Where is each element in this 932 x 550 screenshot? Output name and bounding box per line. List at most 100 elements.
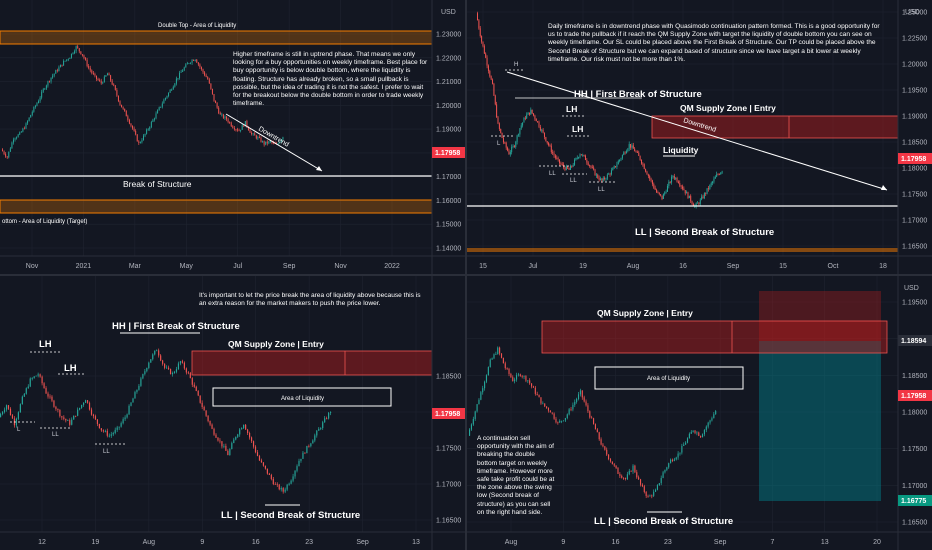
h1-chart-panel[interactable]: QM Supply Zone | Entry Area of Liquidity…: [467, 276, 932, 550]
daily-candle: [531, 109, 533, 114]
h4-candle: [167, 367, 170, 369]
h1-candle: [474, 411, 476, 419]
daily-qm-supply-label: QM Supply Zone | Entry: [680, 103, 776, 113]
daily-candle: [621, 154, 623, 159]
h4-candle: [199, 395, 201, 403]
h1-price-axis[interactable]: [898, 276, 932, 532]
daily-price-axis[interactable]: [898, 0, 932, 256]
daily-candle: [591, 167, 593, 169]
weekly-candle: [191, 60, 193, 63]
h1-chart-svg[interactable]: QM Supply Zone | Entry Area of Liquidity…: [467, 276, 932, 550]
weekly-candle: [8, 151, 10, 158]
daily-chart-panel[interactable]: H L LH LH LL LL LL HH | First Break of S…: [467, 0, 932, 274]
h1-candle: [664, 469, 666, 473]
x-tick-label: 2021: [76, 263, 92, 270]
daily-candle: [557, 158, 559, 160]
weekly-chart-panel[interactable]: Double Top - Area of Liquidity ottom - A…: [0, 0, 465, 274]
daily-candle: [651, 180, 653, 185]
h4-candle: [154, 350, 156, 355]
weekly-candle: [279, 142, 281, 144]
weekly-candle: [240, 129, 242, 131]
h4-candle: [92, 414, 95, 417]
h1-candle: [671, 459, 674, 461]
weekly-candle: [91, 70, 93, 73]
weekly-candle: [121, 104, 123, 108]
daily-candle: [675, 177, 677, 179]
weekly-candle: [157, 110, 159, 114]
x-tick-label: 13: [412, 539, 420, 546]
daily-candle: [580, 154, 582, 156]
h1-candle: [529, 380, 531, 384]
weekly-candle: [243, 125, 245, 127]
daily-candle: [646, 171, 648, 175]
h1-candle: [514, 379, 516, 382]
h4-candle: [318, 428, 320, 431]
h1-candle: [589, 411, 591, 418]
daily-candle: [579, 154, 581, 158]
daily-candle: [582, 154, 584, 156]
h4-l-label: L: [17, 427, 21, 433]
h1-candle: [470, 424, 473, 430]
y-tick-label: 1.18000: [902, 410, 927, 417]
daily-candle: [505, 142, 507, 148]
h4-chart-svg[interactable]: LH LH L LL LL HH | First Break of Struct…: [0, 276, 465, 550]
h4-candle: [59, 410, 61, 417]
downtrend-arrowhead: [316, 166, 322, 171]
daily-candle: [690, 195, 692, 202]
h1-candle: [679, 452, 681, 454]
weekly-candle: [94, 73, 96, 76]
x-tick-label: Sep: [714, 539, 727, 546]
h4-candle: [104, 430, 106, 432]
horizontal-panel-divider[interactable]: [0, 274, 932, 276]
h1-candle: [683, 444, 685, 446]
h4-candle: [29, 378, 31, 387]
h1-candle: [690, 431, 692, 434]
daily-candle: [615, 166, 617, 167]
daily-candle: [641, 159, 642, 164]
daily-candle: [481, 36, 483, 42]
weekly-candle: [59, 64, 61, 68]
h4-candle: [73, 415, 75, 420]
h1-candle: [713, 414, 715, 419]
daily-candle: [717, 174, 719, 176]
x-tick-label: 15: [779, 263, 787, 270]
h1-candle: [655, 489, 657, 492]
h4-candle: [142, 374, 144, 379]
h1-candle: [478, 399, 480, 405]
daily-downtrend-line: [506, 71, 888, 191]
weekly-candle: [49, 81, 50, 83]
weekly-candle: [117, 95, 119, 102]
weekly-price-axis[interactable]: [432, 0, 465, 256]
svg-text:1.17958: 1.17958: [901, 156, 926, 163]
weekly-candle: [273, 142, 275, 144]
daily-candle: [703, 193, 705, 199]
h1-candle: [534, 387, 536, 394]
daily-candle: [600, 178, 601, 180]
h4-chart-panel[interactable]: LH LH L LL LL HH | First Break of Struct…: [0, 276, 465, 550]
h1-candle: [502, 357, 504, 364]
daily-candle: [697, 202, 699, 204]
x-tick-label: 16: [679, 263, 687, 270]
weekly-candle: [182, 70, 184, 72]
daily-candle: [575, 158, 577, 160]
x-tick-label: 7: [770, 539, 774, 546]
daily-candle: [662, 194, 664, 199]
h4-candle: [96, 419, 99, 424]
h4-candle: [37, 374, 39, 376]
weekly-candle: [80, 51, 82, 55]
daily-candle: [477, 13, 478, 21]
h4-candle: [215, 434, 217, 438]
daily-candle: [672, 175, 674, 177]
daily-chart-svg[interactable]: H L LH LH LL LL LL HH | First Break of S…: [467, 0, 932, 274]
h4-candle: [118, 426, 120, 428]
weekly-chart-svg[interactable]: Double Top - Area of Liquidity ottom - A…: [0, 0, 465, 274]
y-tick-label: 1.16500: [436, 518, 461, 525]
daily-candle: [560, 163, 562, 165]
h1-candle: [504, 363, 506, 369]
h1-candle: [608, 454, 610, 460]
h4-price-axis[interactable]: [432, 276, 465, 532]
h4-ll-label-1: LL: [52, 432, 59, 438]
weekly-candle: [241, 125, 243, 130]
daily-candle: [682, 186, 683, 189]
h1-candle: [559, 420, 561, 423]
